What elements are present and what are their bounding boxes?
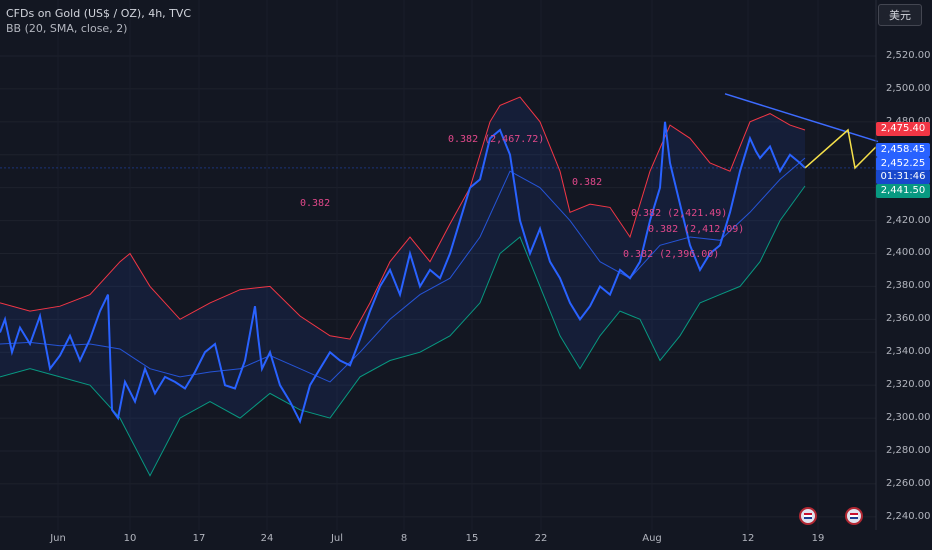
bb-upper-line xyxy=(0,96,806,340)
y-tick-label: 2,520.00 xyxy=(886,49,931,61)
x-tick-label: 22 xyxy=(534,533,548,544)
symbol-title: CFDs on Gold (US$ / OZ), 4h, TVC xyxy=(6,7,192,20)
chart-grid xyxy=(0,55,876,518)
x-tick-label: 15 xyxy=(465,533,479,544)
us-flag-event-icon[interactable] xyxy=(845,507,863,525)
x-tick-label: 24 xyxy=(260,533,274,544)
y-tick-label: 2,420.00 xyxy=(886,214,931,226)
bb-lower-line xyxy=(0,185,806,477)
x-tick-label: 8 xyxy=(400,533,408,544)
forecast-arrow-path xyxy=(804,128,879,170)
fib-label: 0.382 xyxy=(572,177,603,188)
fib-label: 0.382 xyxy=(300,198,331,209)
last-price-tag: 2,452.25 xyxy=(876,157,930,171)
countdown-tag: 01:31:46 xyxy=(876,170,930,184)
x-tick-label: 12 xyxy=(741,533,755,544)
chart-legend: CFDs on Gold (US$ / OZ), 4h, TVC BB (20,… xyxy=(6,6,191,36)
upper-band-tag: 2,475.40 xyxy=(876,122,930,136)
x-tick-label: 19 xyxy=(811,533,825,544)
fib-label: 0.382 (2,467.72) xyxy=(448,134,545,145)
fib-label: 0.382 (2,396.00) xyxy=(623,249,720,260)
trendline xyxy=(724,93,879,143)
y-tick-label: 2,380.00 xyxy=(886,280,931,292)
y-tick-label: 2,320.00 xyxy=(886,379,931,391)
x-tick-label: Aug xyxy=(642,533,662,544)
y-tick-label: 2,360.00 xyxy=(886,313,931,325)
us-flag-event-icon[interactable] xyxy=(799,507,817,525)
basis-tag: 2,458.45 xyxy=(876,143,930,157)
price-line xyxy=(0,121,806,425)
currency-button[interactable]: 美元 xyxy=(878,4,922,26)
y-tick-label: 2,280.00 xyxy=(886,444,931,456)
y-tick-label: 2,240.00 xyxy=(886,510,931,522)
bb-basis-line xyxy=(0,157,806,383)
indicator-label[interactable]: BB (20, SMA, close, 2) xyxy=(6,22,128,35)
x-tick-label: Jul xyxy=(330,533,344,544)
y-tick-label: 2,500.00 xyxy=(886,82,931,94)
y-tick-label: 2,480.00 xyxy=(886,116,931,127)
y-tick-label: 2,300.00 xyxy=(886,412,931,424)
x-tick-label: 17 xyxy=(192,533,206,544)
lower-band-tag: 2,441.50 xyxy=(876,184,930,198)
fib-label: 0.382 (2,421.49) xyxy=(631,208,728,219)
fib-label: 0.382 (2,412.09) xyxy=(648,224,745,235)
x-tick-label: 10 xyxy=(123,533,137,544)
x-tick-label: Jun xyxy=(50,533,66,544)
y-tick-label: 2,340.00 xyxy=(886,346,931,358)
y-tick-label: 2,400.00 xyxy=(886,247,931,259)
y-tick-label: 2,260.00 xyxy=(886,477,931,489)
